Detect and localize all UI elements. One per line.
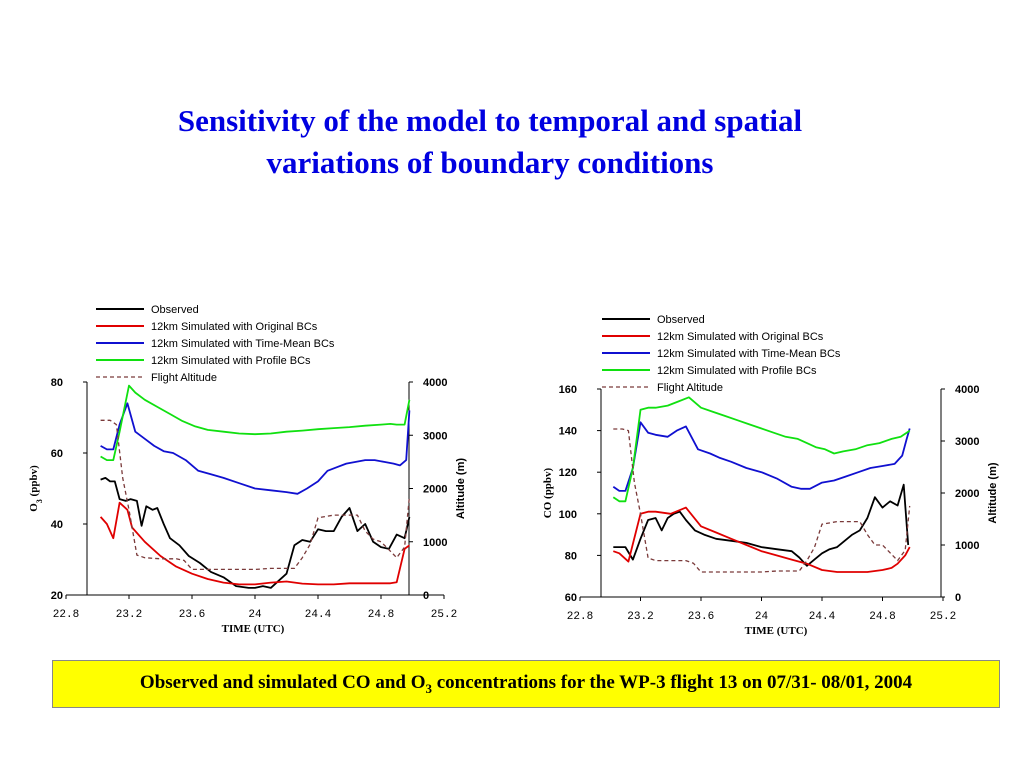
x-axis-label: TIME (UTC) (222, 623, 285, 635)
x-tick-label: 23.2 (627, 611, 653, 623)
y-axis-label: O3 (ppbv) (28, 465, 44, 512)
y-tick-label: 160 (559, 384, 577, 396)
chart-1-group: 20 40 60 80 0 1000 2000 3000 4000 22.8 23.2 23.6 24 2… (28, 304, 467, 635)
x-tick-label: 23.6 (688, 611, 714, 623)
y-tick-label: 100 (559, 509, 577, 521)
y2-tick-label: 0 (955, 592, 961, 604)
series-line-original (613, 506, 911, 573)
y-tick-label: 80 (565, 550, 577, 562)
series-line-profile (100, 384, 411, 462)
y2-tick-label: 2000 (423, 484, 447, 496)
legend-label-timemean: 12km Simulated with Time-Mean BCs (151, 338, 335, 350)
x-tick-label: 22.8 (567, 611, 593, 623)
series-line-timemean (612, 421, 911, 492)
y2-tick-label: 4000 (955, 384, 979, 396)
series-line-timemean (100, 402, 411, 495)
y2-tick-label: 3000 (955, 436, 979, 448)
caption-subscript: 3 (425, 680, 433, 696)
y2-tick-label: 4000 (423, 377, 447, 389)
x-tick-label: 24.8 (368, 609, 394, 621)
x-tick-label: 23.6 (179, 609, 205, 621)
legend-label-altitude: Flight Altitude (151, 372, 217, 384)
legend-label-original: 12km Simulated with Original BCs (657, 331, 824, 343)
legend-label-observed: Observed (151, 304, 199, 316)
legend-label-timemean: 12km Simulated with Time-Mean BCs (657, 348, 841, 360)
series-line-altitude (100, 419, 411, 571)
title-line-1: Sensitivity of the model to temporal and… (177, 103, 803, 138)
figure-caption: Observed and simulated CO and O3 concent… (52, 660, 1000, 708)
y2-tick-label: 0 (423, 590, 429, 602)
x-tick-label: 24 (248, 609, 262, 621)
x-tick-label: 24.4 (305, 609, 332, 621)
series-line-original (99, 501, 410, 586)
x-axis-label: TIME (UTC) (745, 625, 808, 637)
y-tick-label: 40 (51, 519, 63, 531)
y2-tick-label: 3000 (423, 430, 447, 442)
y-tick-label: 120 (559, 467, 577, 479)
y2-axis-label: Altitude (m) (455, 458, 467, 519)
y-axis-label: CO (ppbv) (542, 467, 554, 518)
legend-label-original: 12km Simulated with Original BCs (151, 321, 318, 333)
series-line-observed (100, 476, 411, 589)
x-tick-label: 24 (755, 611, 769, 623)
y2-axis-label: Altitude (m) (987, 462, 999, 523)
y2-tick-label: 1000 (955, 540, 979, 552)
y-tick-label: 20 (51, 590, 63, 602)
chart-2-group: 60 80 100 120 140 160 0 1000 2000 3000 4000 22.8 23.… (542, 314, 999, 637)
caption-text: Observed and simulated CO and O3 concent… (139, 671, 913, 696)
y2-tick-label: 2000 (955, 488, 979, 500)
x-tick-label: 22.8 (53, 609, 79, 621)
x-tick-label: 23.2 (116, 609, 142, 621)
y-tick-label: 80 (51, 377, 63, 389)
x-tick-label: 25.2 (930, 611, 956, 623)
x-tick-label: 24.8 (869, 611, 895, 623)
legend-label-profile: 12km Simulated with Profile BCs (151, 355, 311, 367)
y-tick-label: 60 (565, 592, 577, 604)
legend-label-profile: 12km Simulated with Profile BCs (657, 365, 817, 377)
series-line-profile (612, 396, 911, 503)
title-line-2: variations of boundary conditions (266, 145, 714, 180)
x-tick-label: 25.2 (431, 609, 457, 621)
legend-label-altitude: Flight Altitude (657, 382, 723, 394)
y-tick-label: 140 (559, 426, 577, 438)
page-title: Sensitivity of the model to temporal and… (0, 100, 980, 184)
y2-tick-label: 1000 (423, 537, 447, 549)
x-tick-label: 24.4 (809, 611, 836, 623)
series-line-observed (613, 483, 910, 567)
y-tick-label: 60 (51, 448, 63, 460)
legend-label-observed: Observed (657, 314, 705, 326)
